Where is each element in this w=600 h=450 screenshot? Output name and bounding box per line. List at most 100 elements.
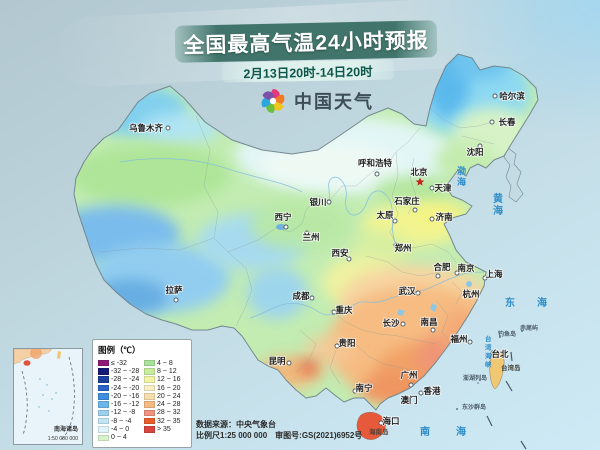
- city-label: 石家庄: [393, 196, 420, 206]
- city-dot: [286, 360, 292, 366]
- city-dot: [467, 339, 473, 345]
- legend-range-label: 0 ~ 4: [111, 434, 127, 442]
- city-dot: [392, 218, 398, 224]
- legend-color-chip: [98, 417, 109, 425]
- city-macau: 澳门: [400, 394, 419, 406]
- city-dot: [454, 270, 460, 276]
- legend-row: ≤ -32: [98, 359, 141, 367]
- city-hefei: 合肥: [432, 261, 452, 279]
- inset-islands: [38, 378, 57, 412]
- legend-color-chip: [144, 426, 155, 433]
- city-tianjin: 天津: [429, 182, 453, 194]
- geo-label-taiwandao: 台湾岛: [501, 363, 521, 372]
- legend-title: 图例（℃）: [98, 345, 141, 355]
- legend-range-label: -12 ~ -8: [111, 409, 136, 417]
- city-dot: [492, 93, 498, 99]
- city-dot: [482, 275, 488, 281]
- legend-color-chip: [98, 359, 109, 367]
- city-shijiazhuang: 石家庄: [392, 195, 421, 213]
- city-label: 长春: [498, 117, 516, 127]
- city-dot: [477, 143, 483, 149]
- city-changsha: 长沙: [382, 317, 406, 329]
- city-hongkong: 香港: [418, 385, 442, 397]
- inset-scale: 1:50 000 000: [48, 436, 78, 442]
- city-label: 重庆: [335, 305, 353, 315]
- inset-dash-boundary: [21, 356, 75, 440]
- korea-peninsula: [503, 147, 524, 203]
- nine-dash-line: [486, 351, 527, 450]
- city-dot: [430, 327, 436, 333]
- city-dot: [418, 390, 424, 396]
- data-source-text: 数据来源：中央气象台: [196, 420, 276, 429]
- city-hohhot: 呼和浩特: [357, 157, 393, 177]
- city-jinan: 济南: [429, 211, 454, 223]
- city-label: 海口: [382, 416, 399, 426]
- city-dot: [429, 185, 435, 191]
- city-dot: [435, 273, 441, 279]
- legend-range-label: > 35: [157, 426, 171, 434]
- legend-range-label: -28 ~ -24: [111, 376, 140, 384]
- legend-range-label: 12 ~ 16: [157, 376, 181, 384]
- city-dot: [415, 290, 421, 296]
- small-islands: [456, 330, 523, 410]
- city-label: 郑州: [394, 243, 411, 253]
- city-label: 澳门: [400, 395, 417, 405]
- legend-range-label: -20 ~ -16: [111, 392, 140, 400]
- legend-color-chip: [98, 409, 109, 417]
- lakes: [276, 224, 472, 316]
- inset-hainan: [23, 360, 31, 366]
- city-xian: 西安: [331, 247, 352, 262]
- legend-color-chip: [98, 368, 109, 375]
- city-label: 南京: [457, 263, 475, 273]
- city-lhasa: 拉萨: [165, 284, 184, 303]
- legend-range-label: -8 ~ -4: [111, 417, 132, 425]
- city-beijing: 北京: [410, 166, 429, 186]
- inset-label: 南海诸岛: [54, 425, 78, 433]
- city-label: 成都: [292, 291, 310, 301]
- temperature-legend: 图例（℃） ≤ -32 -32 ~ -28 -28 ~ -24 -24 ~ -20 -2…: [92, 339, 192, 448]
- city-label: 香港: [422, 386, 441, 396]
- legend-range-label: 24 ~ 28: [157, 401, 181, 409]
- legend-color-chip: [144, 359, 155, 367]
- city-label: 武汉: [398, 286, 416, 296]
- legend-range-label: 4 ~ 8: [157, 359, 173, 367]
- pinwheel-icon: [261, 89, 285, 113]
- city-label: 太原: [375, 210, 394, 220]
- china-outline: [73, 53, 539, 411]
- legend-row: -24 ~ -20: [98, 384, 141, 392]
- legend-color-chip: [144, 401, 155, 408]
- legend-range-label: 20 ~ 24: [157, 392, 181, 400]
- legend-color-chip: [144, 409, 155, 417]
- city-taipei: 台北: [490, 348, 510, 360]
- city-label: 呼和浩特: [358, 158, 393, 168]
- legend-row: 28 ~ 32: [144, 409, 187, 417]
- legend-row: > 35: [144, 425, 187, 433]
- legend-range-label: -32 ~ -28: [111, 367, 140, 375]
- city-dot: [346, 256, 352, 262]
- city-dot: [334, 343, 340, 349]
- city-label: 哈尔滨: [499, 91, 525, 101]
- legend-row: 32 ~ 35: [144, 417, 187, 425]
- city-shenyang: 沈阳: [466, 143, 484, 158]
- city-dot: [464, 289, 470, 295]
- legend-row: -20 ~ -16: [98, 392, 141, 400]
- legend-row: 16 ~ 20: [144, 384, 187, 392]
- city-dot: [400, 321, 406, 327]
- legend-color-chip: [98, 401, 109, 408]
- legend-color-chip: [144, 376, 155, 383]
- city-label: 福州: [449, 334, 467, 344]
- city-label: 拉萨: [165, 285, 183, 295]
- legend-color-chip: [144, 384, 155, 392]
- legend-row: -16 ~ -12: [98, 400, 141, 408]
- city-zhengzhou: 郑州: [393, 242, 412, 254]
- city-urumqi: 乌鲁木齐: [128, 122, 171, 134]
- china-weather-logo: 中国天气: [258, 86, 374, 116]
- city-guangzhou: 广州: [400, 369, 418, 388]
- geo-label-penghu: 澎湖列岛: [463, 374, 487, 382]
- city-label: 北京: [410, 167, 428, 177]
- map-footer: 数据来源：中央气象台 比例尺1:25 000 000 审图号:GS(2021)6…: [196, 419, 362, 441]
- city-nanchang: 南昌: [420, 316, 438, 333]
- city-label: 杭州: [462, 289, 479, 299]
